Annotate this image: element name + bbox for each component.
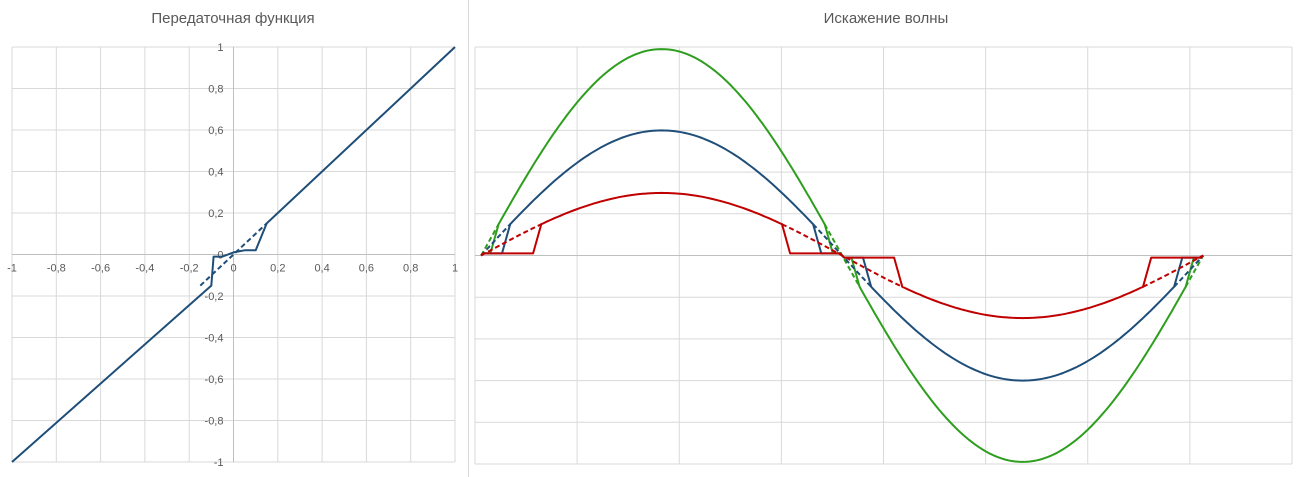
x-tick-label: 1	[452, 263, 458, 275]
y-tick-label: 0	[217, 250, 223, 262]
x-tick-label: 0	[230, 263, 236, 275]
ideal-wave-dashed	[781, 223, 903, 288]
y-tick-label: 0,2	[208, 208, 223, 220]
y-tick-label: 0,4	[208, 167, 223, 179]
y-tick-label: 0,8	[208, 84, 223, 96]
x-tick-label: -1	[7, 263, 17, 275]
reference-line-dashed	[199, 222, 268, 287]
x-tick-label: 0,2	[270, 263, 285, 275]
x-tick-label: -0,2	[180, 263, 199, 275]
x-tick-label: 0,8	[403, 263, 418, 275]
ideal-wave-dashed	[480, 223, 500, 257]
panel-divider	[468, 0, 469, 477]
ideal-wave-dashed	[1173, 254, 1204, 288]
y-tick-label: -0,4	[205, 333, 224, 345]
x-tick-label: -0,6	[91, 263, 110, 275]
transfer-function-plot: -1 -0,8 -0,6 -0,4 -0,2 0 0,2 0,4 0,6 0,8 1 -1 -0,8 -0…	[7, 42, 458, 469]
x-tick-label: 0,6	[359, 263, 374, 275]
y-tick-label: -1	[214, 457, 224, 469]
ideal-wave-dashed	[480, 223, 542, 257]
ideal-wave-dashed	[480, 223, 511, 257]
transfer-function-chart: Передаточная функция -1 -0,8 -0,6 -0,4 -0,2 0…	[0, 0, 466, 477]
ideal-wave-dashed	[1184, 254, 1205, 288]
y-tick-label: 1	[217, 42, 223, 54]
chart-title: Передаточная функция	[151, 10, 315, 27]
wave-distortion-plot	[474, 46, 1293, 465]
transfer-curve	[11, 46, 456, 463]
chart-title: Искажение волны	[823, 10, 949, 27]
y-tick-label: -0,8	[205, 416, 224, 428]
x-tick-label: 0,4	[314, 263, 329, 275]
y-tick-label: 0,6	[208, 125, 223, 137]
y-tick-label: -0,6	[205, 374, 224, 386]
x-tick-label: -0,8	[47, 263, 66, 275]
wave-distortion-chart: Искажение волны	[472, 0, 1300, 477]
y-tick-label: -0,2	[205, 291, 224, 303]
x-tick-label: -0,4	[135, 263, 154, 275]
ideal-wave-dashed	[1142, 254, 1204, 288]
